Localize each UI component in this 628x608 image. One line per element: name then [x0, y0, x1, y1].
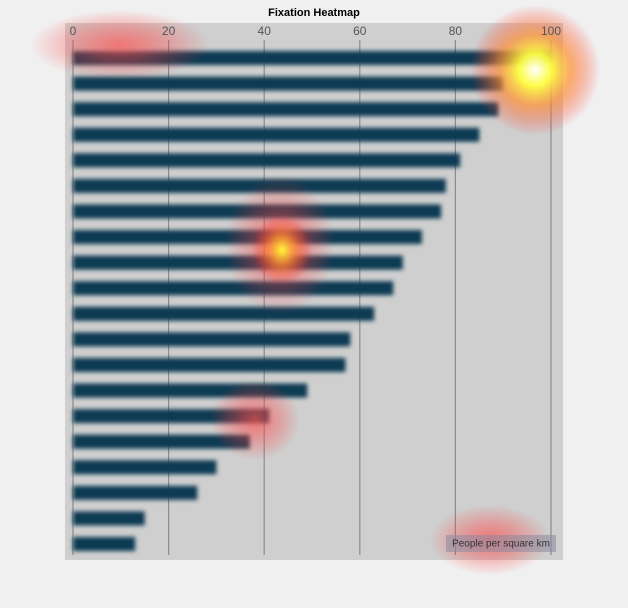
bar [73, 255, 403, 270]
bar [73, 537, 136, 551]
bar [73, 357, 346, 372]
bar [73, 281, 394, 296]
bar [73, 332, 351, 347]
bar [73, 230, 422, 245]
bar [73, 383, 308, 398]
x-tick-label: 0 [70, 24, 77, 38]
bar [73, 306, 375, 321]
bar [73, 434, 250, 449]
chart-title: Fixation Heatmap [268, 7, 360, 19]
x-tick-label: 40 [258, 24, 272, 38]
x-tick-label: 60 [353, 24, 367, 38]
bar [73, 178, 446, 193]
bar [73, 485, 198, 500]
bar [73, 153, 461, 168]
bar [73, 76, 504, 91]
x-tick-label: 100 [541, 24, 561, 38]
bar [73, 51, 551, 65]
ticks: 0 20 40 60 80 100 [70, 24, 562, 38]
bar [73, 204, 442, 219]
bar [73, 511, 145, 526]
bar [73, 127, 480, 142]
x-tick-label: 80 [449, 24, 463, 38]
x-axis-label: People per square km [452, 539, 550, 550]
x-tick-label: 20 [162, 24, 176, 38]
bar [73, 409, 269, 424]
bar [73, 102, 499, 117]
bar [73, 460, 217, 475]
axis-label-box [446, 535, 556, 552]
